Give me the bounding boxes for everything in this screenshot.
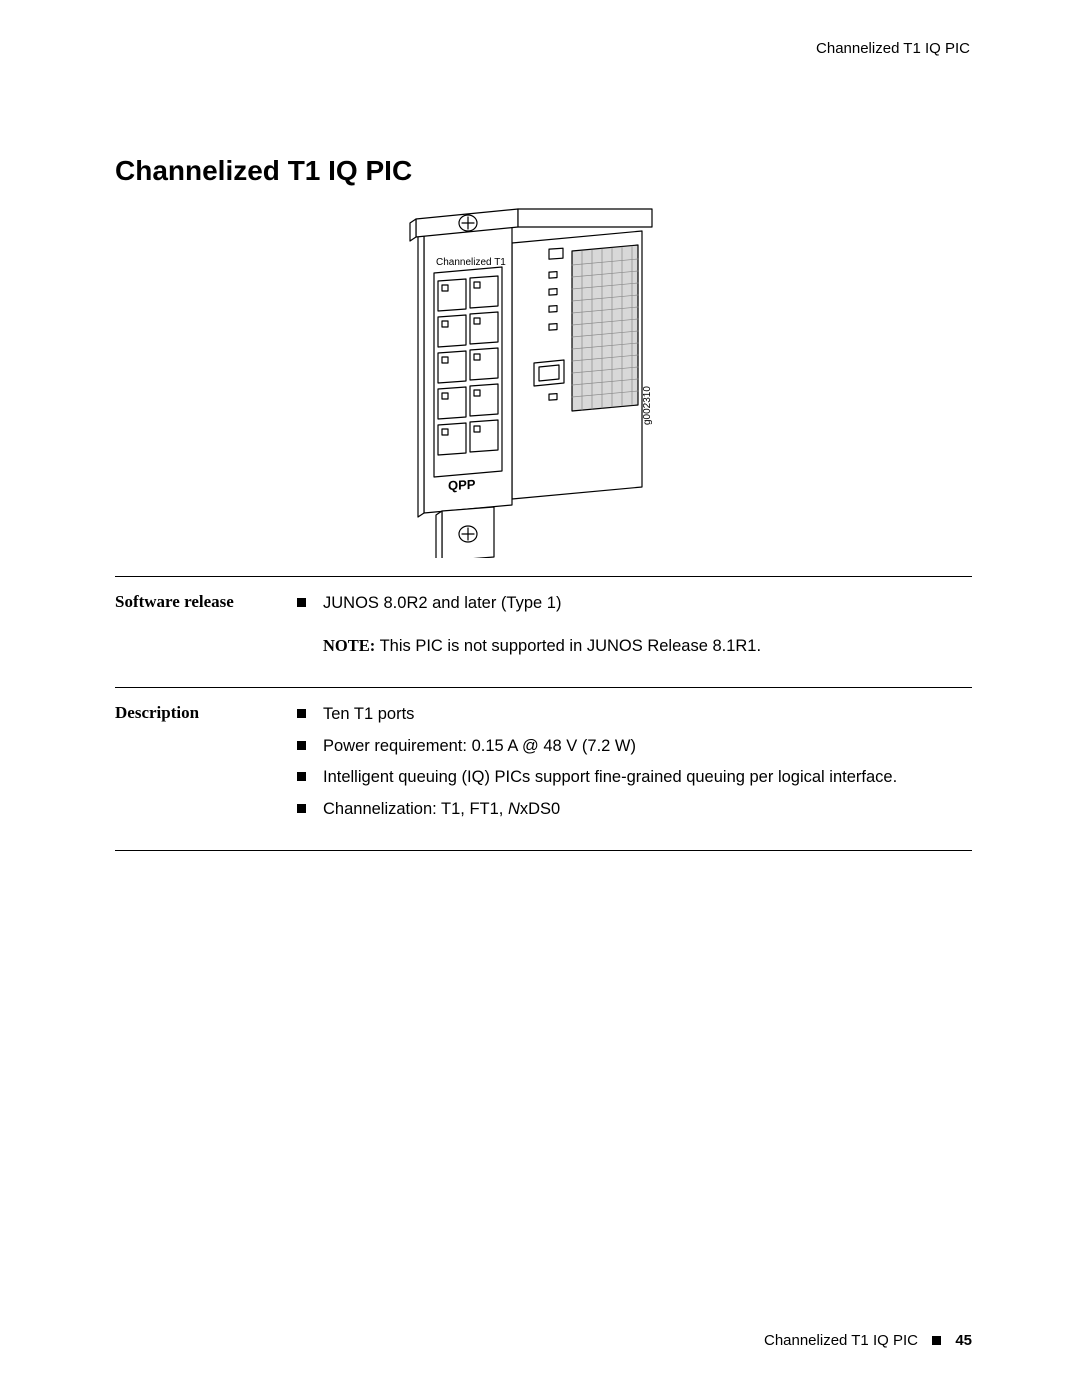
spec-note: NOTE: This PIC is not supported in JUNOS… (293, 633, 972, 660)
note-text: This PIC is not supported in JUNOS Relea… (380, 637, 762, 655)
note-prefix: NOTE: (323, 636, 375, 655)
list-item: JUNOS 8.0R2 and later (Type 1) (293, 591, 972, 617)
spec-label: Software release (115, 591, 293, 659)
list-item: Power requirement: 0.15 A @ 48 V (7.2 W) (293, 734, 972, 760)
footer-page-number: 45 (955, 1332, 972, 1349)
list-item: Channelization: T1, FT1, NxDS0 (293, 797, 972, 823)
footer-bullet-icon (932, 1336, 941, 1345)
figure-face-label: Channelized T1 (436, 257, 506, 268)
page-footer: Channelized T1 IQ PIC 45 (115, 1332, 972, 1349)
list-item: Intelligent queuing (IQ) PICs support fi… (293, 765, 972, 791)
figure-qpp-label: QPP (448, 477, 476, 493)
page-title: Channelized T1 IQ PIC (115, 155, 972, 187)
spec-list: Ten T1 ports Power requirement: 0.15 A @… (293, 702, 972, 822)
spec-section-software-release: Software release JUNOS 8.0R2 and later (… (115, 577, 972, 687)
spec-label: Description (115, 702, 293, 822)
spec-section-description: Description Ten T1 ports Power requireme… (115, 688, 972, 850)
spec-list: JUNOS 8.0R2 and later (Type 1) (293, 591, 972, 617)
product-figure: Channelized T1 QPP g002310 (115, 205, 972, 558)
section-divider (115, 850, 972, 851)
list-item: Ten T1 ports (293, 702, 972, 728)
page-header-right: Channelized T1 IQ PIC (816, 40, 970, 57)
figure-ref-label: g002310 (642, 386, 653, 425)
footer-text: Channelized T1 IQ PIC (764, 1332, 918, 1349)
